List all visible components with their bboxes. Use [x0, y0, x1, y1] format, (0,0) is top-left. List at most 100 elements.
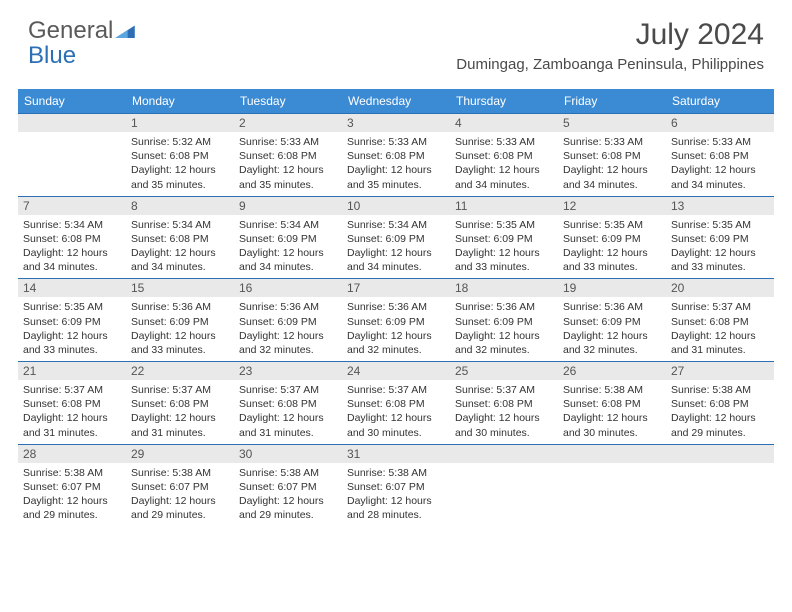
day-number: 17 [342, 279, 450, 297]
calendar-day-cell: 26Sunrise: 5:38 AMSunset: 6:08 PMDayligh… [558, 362, 666, 445]
calendar-day-cell: 19Sunrise: 5:36 AMSunset: 6:09 PMDayligh… [558, 279, 666, 362]
logo-triangle-icon [115, 18, 135, 43]
title-block: July 2024 Dumingag, Zamboanga Peninsula,… [456, 18, 764, 73]
calendar-day-cell: 8Sunrise: 5:34 AMSunset: 6:08 PMDaylight… [126, 196, 234, 279]
day-number: 18 [450, 279, 558, 297]
day-details: Sunrise: 5:36 AMSunset: 6:09 PMDaylight:… [234, 297, 342, 361]
day-number: 5 [558, 114, 666, 132]
calendar-day-cell: 15Sunrise: 5:36 AMSunset: 6:09 PMDayligh… [126, 279, 234, 362]
day-number: 4 [450, 114, 558, 132]
calendar-day-cell: 14Sunrise: 5:35 AMSunset: 6:09 PMDayligh… [18, 279, 126, 362]
calendar-day-cell: 23Sunrise: 5:37 AMSunset: 6:08 PMDayligh… [234, 362, 342, 445]
weekday-header: Sunday [18, 89, 126, 114]
day-number [558, 445, 666, 463]
calendar-day-cell: 5Sunrise: 5:33 AMSunset: 6:08 PMDaylight… [558, 114, 666, 197]
day-number: 13 [666, 197, 774, 215]
calendar-day-cell: 28Sunrise: 5:38 AMSunset: 6:07 PMDayligh… [18, 444, 126, 526]
month-title: July 2024 [456, 18, 764, 52]
day-details: Sunrise: 5:33 AMSunset: 6:08 PMDaylight:… [666, 132, 774, 196]
day-details: Sunrise: 5:38 AMSunset: 6:07 PMDaylight:… [234, 463, 342, 527]
day-number: 11 [450, 197, 558, 215]
day-details: Sunrise: 5:38 AMSunset: 6:08 PMDaylight:… [666, 380, 774, 444]
day-number: 26 [558, 362, 666, 380]
day-number: 7 [18, 197, 126, 215]
calendar-week-row: 14Sunrise: 5:35 AMSunset: 6:09 PMDayligh… [18, 279, 774, 362]
day-details: Sunrise: 5:37 AMSunset: 6:08 PMDaylight:… [342, 380, 450, 444]
day-details: Sunrise: 5:36 AMSunset: 6:09 PMDaylight:… [342, 297, 450, 361]
day-number: 2 [234, 114, 342, 132]
weekday-header: Friday [558, 89, 666, 114]
calendar-day-cell: 20Sunrise: 5:37 AMSunset: 6:08 PMDayligh… [666, 279, 774, 362]
day-details: Sunrise: 5:37 AMSunset: 6:08 PMDaylight:… [666, 297, 774, 361]
day-number: 14 [18, 279, 126, 297]
day-details: Sunrise: 5:37 AMSunset: 6:08 PMDaylight:… [234, 380, 342, 444]
logo: GeneralBlue [28, 18, 137, 68]
calendar-day-cell: 4Sunrise: 5:33 AMSunset: 6:08 PMDaylight… [450, 114, 558, 197]
day-number: 23 [234, 362, 342, 380]
day-number: 24 [342, 362, 450, 380]
day-number: 25 [450, 362, 558, 380]
day-number: 10 [342, 197, 450, 215]
day-number: 6 [666, 114, 774, 132]
day-number: 31 [342, 445, 450, 463]
weekday-header: Wednesday [342, 89, 450, 114]
day-number: 20 [666, 279, 774, 297]
day-number [666, 445, 774, 463]
day-details: Sunrise: 5:34 AMSunset: 6:09 PMDaylight:… [234, 215, 342, 279]
day-number: 3 [342, 114, 450, 132]
calendar-day-cell: 13Sunrise: 5:35 AMSunset: 6:09 PMDayligh… [666, 196, 774, 279]
day-details: Sunrise: 5:38 AMSunset: 6:08 PMDaylight:… [558, 380, 666, 444]
day-details: Sunrise: 5:34 AMSunset: 6:09 PMDaylight:… [342, 215, 450, 279]
day-details: Sunrise: 5:35 AMSunset: 6:09 PMDaylight:… [666, 215, 774, 279]
day-details: Sunrise: 5:32 AMSunset: 6:08 PMDaylight:… [126, 132, 234, 196]
header: GeneralBlue July 2024 Dumingag, Zamboang… [0, 0, 792, 79]
calendar-day-cell: 12Sunrise: 5:35 AMSunset: 6:09 PMDayligh… [558, 196, 666, 279]
day-number: 28 [18, 445, 126, 463]
day-number: 15 [126, 279, 234, 297]
location: Dumingag, Zamboanga Peninsula, Philippin… [456, 56, 764, 73]
calendar-day-cell: 31Sunrise: 5:38 AMSunset: 6:07 PMDayligh… [342, 444, 450, 526]
day-number: 8 [126, 197, 234, 215]
calendar-day-cell: 27Sunrise: 5:38 AMSunset: 6:08 PMDayligh… [666, 362, 774, 445]
calendar-day-cell: 22Sunrise: 5:37 AMSunset: 6:08 PMDayligh… [126, 362, 234, 445]
calendar-day-cell: 3Sunrise: 5:33 AMSunset: 6:08 PMDaylight… [342, 114, 450, 197]
calendar-week-row: 7Sunrise: 5:34 AMSunset: 6:08 PMDaylight… [18, 196, 774, 279]
day-number: 21 [18, 362, 126, 380]
day-details: Sunrise: 5:36 AMSunset: 6:09 PMDaylight:… [558, 297, 666, 361]
calendar-day-cell: 10Sunrise: 5:34 AMSunset: 6:09 PMDayligh… [342, 196, 450, 279]
calendar-week-row: 21Sunrise: 5:37 AMSunset: 6:08 PMDayligh… [18, 362, 774, 445]
calendar-day-cell: 7Sunrise: 5:34 AMSunset: 6:08 PMDaylight… [18, 196, 126, 279]
weekday-header: Saturday [666, 89, 774, 114]
calendar-day-cell [450, 444, 558, 526]
day-details: Sunrise: 5:38 AMSunset: 6:07 PMDaylight:… [126, 463, 234, 527]
calendar-day-cell [18, 114, 126, 197]
day-details: Sunrise: 5:33 AMSunset: 6:08 PMDaylight:… [234, 132, 342, 196]
calendar-day-cell: 6Sunrise: 5:33 AMSunset: 6:08 PMDaylight… [666, 114, 774, 197]
weekday-header: Thursday [450, 89, 558, 114]
day-details: Sunrise: 5:37 AMSunset: 6:08 PMDaylight:… [18, 380, 126, 444]
day-number: 29 [126, 445, 234, 463]
calendar-day-cell: 11Sunrise: 5:35 AMSunset: 6:09 PMDayligh… [450, 196, 558, 279]
day-number: 27 [666, 362, 774, 380]
day-details: Sunrise: 5:38 AMSunset: 6:07 PMDaylight:… [18, 463, 126, 527]
day-details: Sunrise: 5:33 AMSunset: 6:08 PMDaylight:… [342, 132, 450, 196]
calendar-day-cell: 29Sunrise: 5:38 AMSunset: 6:07 PMDayligh… [126, 444, 234, 526]
calendar-week-row: 1Sunrise: 5:32 AMSunset: 6:08 PMDaylight… [18, 114, 774, 197]
day-details: Sunrise: 5:33 AMSunset: 6:08 PMDaylight:… [450, 132, 558, 196]
day-details: Sunrise: 5:34 AMSunset: 6:08 PMDaylight:… [126, 215, 234, 279]
calendar-day-cell: 9Sunrise: 5:34 AMSunset: 6:09 PMDaylight… [234, 196, 342, 279]
day-number: 30 [234, 445, 342, 463]
day-number: 12 [558, 197, 666, 215]
day-number: 22 [126, 362, 234, 380]
calendar-day-cell: 21Sunrise: 5:37 AMSunset: 6:08 PMDayligh… [18, 362, 126, 445]
day-details: Sunrise: 5:33 AMSunset: 6:08 PMDaylight:… [558, 132, 666, 196]
day-details: Sunrise: 5:37 AMSunset: 6:08 PMDaylight:… [126, 380, 234, 444]
day-number: 1 [126, 114, 234, 132]
day-details: Sunrise: 5:38 AMSunset: 6:07 PMDaylight:… [342, 463, 450, 527]
calendar-day-cell: 1Sunrise: 5:32 AMSunset: 6:08 PMDaylight… [126, 114, 234, 197]
day-details: Sunrise: 5:35 AMSunset: 6:09 PMDaylight:… [558, 215, 666, 279]
day-details: Sunrise: 5:36 AMSunset: 6:09 PMDaylight:… [450, 297, 558, 361]
logo-text-blue: Blue [28, 42, 76, 69]
day-number [450, 445, 558, 463]
calendar-day-cell: 17Sunrise: 5:36 AMSunset: 6:09 PMDayligh… [342, 279, 450, 362]
